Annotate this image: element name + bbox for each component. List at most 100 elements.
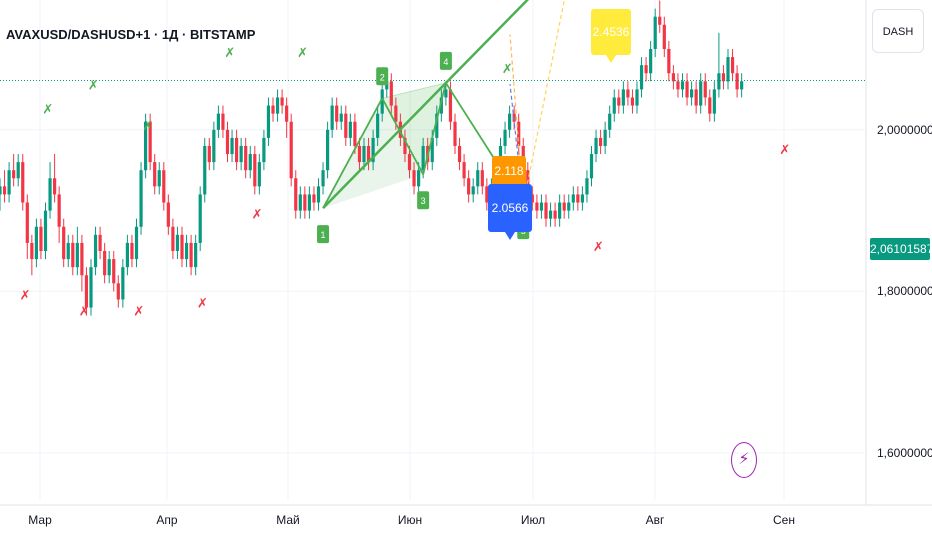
target-box-2 <box>488 184 532 232</box>
candle-body <box>198 194 202 243</box>
trend-line <box>322 0 530 210</box>
candle-body <box>690 89 694 98</box>
candle-body <box>740 81 744 90</box>
candle-body <box>207 145 211 163</box>
candle-body <box>708 97 712 114</box>
candle-body <box>162 170 166 203</box>
candle-body <box>357 145 362 163</box>
candle-body <box>694 89 698 106</box>
candle-body <box>717 73 721 90</box>
candle-body <box>617 97 621 106</box>
target-box-1 <box>492 156 526 186</box>
candle-body <box>43 210 48 251</box>
candle-body <box>553 210 557 219</box>
candle-body <box>107 259 111 276</box>
target-pointer-2 <box>505 232 515 240</box>
candle-body <box>649 49 653 74</box>
candle-body <box>608 113 612 130</box>
candle-body <box>544 202 548 219</box>
candle-body <box>303 194 307 211</box>
candle-body <box>166 202 170 227</box>
candle-body <box>221 113 225 130</box>
candle-body <box>667 49 671 74</box>
signal-down-3: ✗ <box>197 296 208 311</box>
time-tick-label: Июн <box>397 513 423 527</box>
signal-up-5: ✗ <box>502 61 513 76</box>
candle-body <box>471 186 475 195</box>
candle-body <box>266 105 271 138</box>
candle-body <box>539 202 544 211</box>
candle-body <box>635 89 639 106</box>
candle-body <box>594 137 598 155</box>
signal-up-3: ✗ <box>224 45 235 60</box>
candle-body <box>203 145 207 195</box>
pattern-label-2: 2 <box>380 72 385 82</box>
candle-body <box>253 154 257 187</box>
pattern-label-3: 3 <box>421 196 426 206</box>
candle-body <box>612 97 616 114</box>
candle-body <box>194 242 198 268</box>
candle-body <box>121 267 125 300</box>
candle-body <box>394 105 398 122</box>
candle-body <box>430 137 434 163</box>
signal-up-2: ✗ <box>142 118 153 133</box>
candle-body <box>84 275 89 308</box>
candle-body <box>2 186 7 195</box>
candle-body <box>407 154 412 171</box>
candle-body <box>353 121 357 146</box>
candle-body <box>112 259 116 284</box>
candle-body <box>103 251 107 276</box>
candle-body <box>139 170 143 227</box>
candle-body <box>326 129 330 171</box>
candle-body <box>476 170 480 187</box>
candle-body <box>307 194 311 211</box>
candle-body <box>435 113 439 138</box>
currency-button[interactable]: DASH <box>872 9 924 53</box>
candle-body <box>71 242 75 268</box>
candle-body <box>712 89 716 114</box>
candle-body <box>39 226 43 251</box>
candle-body <box>480 170 484 187</box>
time-tick-label: Авг <box>645 513 665 527</box>
candle-body <box>25 202 29 243</box>
candle-body <box>262 137 266 163</box>
pattern-leg-3 <box>422 82 447 175</box>
candle-body <box>34 226 38 260</box>
candle-body <box>599 137 603 146</box>
signal-down-5: ✗ <box>593 239 604 254</box>
pattern-leg-1 <box>322 97 383 209</box>
signal-down-2: ✗ <box>133 304 144 319</box>
candle-body <box>366 145 371 163</box>
candle-body <box>53 178 57 195</box>
candle-body <box>180 234 184 260</box>
candle-body <box>339 113 343 122</box>
candle-body <box>385 81 389 90</box>
candle-body <box>171 226 175 251</box>
candle-body <box>517 121 521 146</box>
candle-body <box>57 194 61 227</box>
candle-body <box>235 137 239 163</box>
candle-body <box>344 113 348 138</box>
candle-body <box>630 97 635 106</box>
candle-body <box>508 113 512 130</box>
candle-body <box>376 113 380 138</box>
candle-body <box>662 24 666 49</box>
candle-body <box>248 154 252 171</box>
signal-up-0: ✗ <box>42 102 53 117</box>
candle-body <box>89 267 93 308</box>
candle-body <box>585 178 589 195</box>
signal-down-1: ✗ <box>79 304 90 319</box>
candle-body <box>75 242 79 268</box>
candle-body <box>271 105 275 114</box>
candle-body <box>275 97 280 114</box>
time-tick-label: Сен <box>773 513 795 527</box>
candle-body <box>680 81 685 90</box>
time-tick-label: Апр <box>156 513 178 527</box>
candle-body <box>726 57 730 82</box>
symbol-title[interactable]: AVAXUSD/DASHUSD+1 · 1Д · BITSTAMP <box>6 27 256 42</box>
candle-body <box>535 202 539 211</box>
candle-body <box>580 194 584 203</box>
candle-body <box>589 154 594 179</box>
lightning-icon[interactable]: ⚡ <box>731 442 757 478</box>
